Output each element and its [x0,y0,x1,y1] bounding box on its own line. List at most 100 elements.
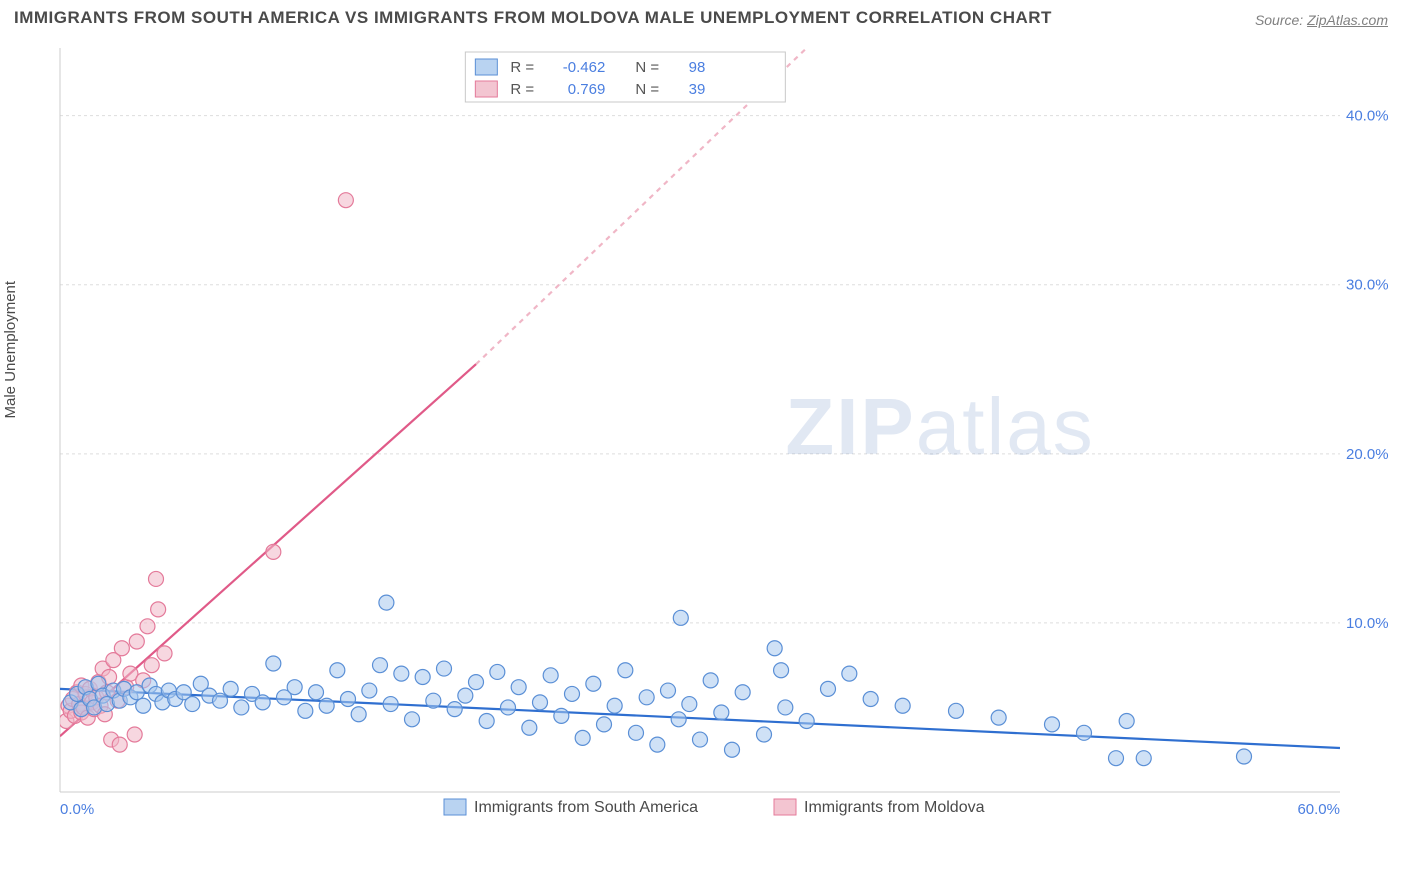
marker-south-america [1119,713,1134,728]
legend-swatch [475,59,497,75]
marker-south-america [415,670,430,685]
marker-south-america [1045,717,1060,732]
marker-south-america [185,697,200,712]
marker-south-america [543,668,558,683]
marker-south-america [554,708,569,723]
marker-south-america [863,692,878,707]
marker-south-america [618,663,633,678]
marker-south-america [351,707,366,722]
marker-south-america [757,727,772,742]
marker-south-america [949,703,964,718]
marker-south-america [586,676,601,691]
marker-south-america [479,713,494,728]
marker-moldova [151,602,166,617]
marker-south-america [725,742,740,757]
marker-south-america [447,702,462,717]
y-tick-label: 20.0% [1346,446,1389,463]
marker-moldova [144,658,159,673]
y-tick-label: 40.0% [1346,108,1389,125]
x-tick-label: 60.0% [1297,801,1340,818]
marker-south-america [501,700,516,715]
marker-south-america [774,663,789,678]
marker-south-america [373,658,388,673]
source-link[interactable]: ZipAtlas.com [1307,12,1388,28]
marker-south-america [426,693,441,708]
marker-south-america [842,666,857,681]
marker-moldova [129,634,144,649]
marker-south-america [703,673,718,688]
marker-south-america [778,700,793,715]
marker-south-america [255,695,270,710]
marker-south-america [991,710,1006,725]
marker-south-america [223,681,238,696]
marker-south-america [565,686,580,701]
legend-r-label: R = [510,59,534,76]
marker-south-america [895,698,910,713]
marker-moldova [140,619,155,634]
legend-label-sa: Immigrants from South America [474,799,698,816]
legend-n-value: 98 [689,59,706,76]
legend-swatch [475,81,497,97]
marker-moldova [149,571,164,586]
marker-south-america [379,595,394,610]
marker-south-america [1237,749,1252,764]
y-tick-label: 10.0% [1346,615,1389,632]
legend-n-value: 39 [689,81,706,98]
marker-south-america [607,698,622,713]
marker-south-america [682,697,697,712]
marker-south-america [671,712,686,727]
marker-south-america [511,680,526,695]
marker-south-america [234,700,249,715]
marker-south-america [394,666,409,681]
marker-south-america [136,698,151,713]
marker-south-america [458,688,473,703]
legend-n-label: N = [635,59,659,76]
legend-swatch-md [774,799,796,815]
marker-south-america [405,712,420,727]
marker-south-america [287,680,302,695]
marker-south-america [522,720,537,735]
marker-south-america [341,692,356,707]
legend-r-value: 0.769 [568,81,606,98]
legend-r-value: -0.462 [563,59,606,76]
source-attribution: Source: ZipAtlas.com [1255,12,1388,28]
marker-south-america [298,703,313,718]
marker-south-america [650,737,665,752]
marker-south-america [309,685,324,700]
marker-south-america [266,656,281,671]
marker-south-america [673,610,688,625]
marker-south-america [469,675,484,690]
marker-south-america [799,713,814,728]
legend-r-label: R = [510,81,534,98]
chart-title: IMMIGRANTS FROM SOUTH AMERICA VS IMMIGRA… [14,8,1052,28]
marker-south-america [1109,751,1124,766]
marker-south-america [639,690,654,705]
x-tick-label: 0.0% [60,801,94,818]
marker-south-america [767,641,782,656]
marker-south-america [437,661,452,676]
marker-south-america [597,717,612,732]
chart-container: IMMIGRANTS FROM SOUTH AMERICA VS IMMIGRA… [0,0,1406,892]
y-axis-label: Male Unemployment [2,281,19,419]
watermark: ZIPatlas [785,382,1094,471]
y-tick-label: 30.0% [1346,277,1389,294]
marker-moldova [157,646,172,661]
legend-swatch-sa [444,799,466,815]
marker-moldova [127,727,142,742]
legend-label-md: Immigrants from Moldova [804,799,985,816]
plot-area: ZIPatlas 10.0% 20.0% 30.0% 40.0% 0.0% 60.0% R =… [50,42,1390,842]
marker-south-america [362,683,377,698]
marker-south-america [575,730,590,745]
marker-south-america [1077,725,1092,740]
marker-south-america [213,693,228,708]
source-prefix: Source: [1255,12,1307,28]
marker-south-america [490,664,505,679]
marker-south-america [735,685,750,700]
marker-south-america [330,663,345,678]
legend-n-label: N = [635,81,659,98]
marker-south-america [383,697,398,712]
marker-south-america [821,681,836,696]
marker-south-america [629,725,644,740]
marker-south-america [319,698,334,713]
marker-moldova [266,544,281,559]
